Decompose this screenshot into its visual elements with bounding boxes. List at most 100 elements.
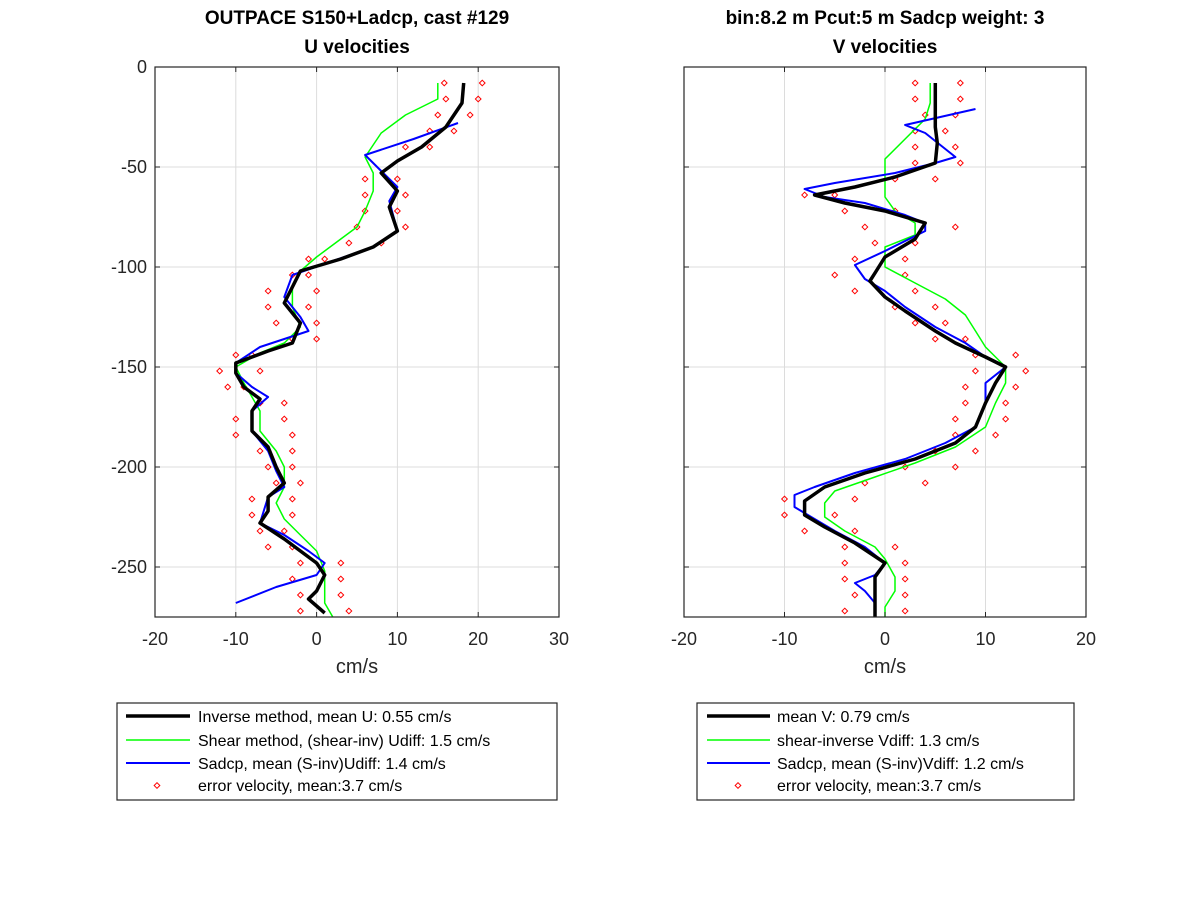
v-error-marker-54 (780, 511, 789, 519)
u-error-marker-53 (248, 511, 256, 519)
v-error-marker-27 (911, 287, 919, 295)
u-error-marker-59 (296, 559, 304, 567)
u-error-marker-65 (296, 607, 304, 615)
u-error-marker-4 (466, 111, 474, 119)
v-error-marker-9 (951, 143, 959, 151)
u-ytick-label-2: -100 (111, 257, 147, 277)
v-panel-subtitle: V velocities (833, 37, 938, 58)
u-error-marker-60 (337, 575, 345, 583)
v-error-marker-53 (851, 495, 859, 503)
u-error-marker-35 (256, 367, 264, 375)
v-error-marker-64 (851, 591, 859, 599)
u-xtick-label-2: 0 (312, 629, 322, 649)
u-legend-label-inverse: Inverse method, mean U: 0.55 cm/s (198, 709, 451, 726)
v-error-marker-22 (851, 255, 859, 263)
u-axes-box (154, 66, 560, 618)
v-error-marker-19 (951, 223, 959, 231)
v-error-marker-51 (921, 479, 929, 487)
u-error-marker-57 (264, 543, 272, 551)
u-error-marker-22 (304, 271, 313, 279)
u-ytick-label-0: 0 (137, 57, 147, 77)
u-error-marker-63 (296, 591, 304, 599)
u-error-marker-0 (478, 79, 486, 87)
v-error-marker-65 (901, 591, 909, 599)
v-inverse-line (802, 83, 1008, 617)
u-error-marker-2 (474, 95, 482, 103)
u-error-marker-41 (232, 415, 240, 423)
u-error-marker-46 (288, 463, 296, 471)
v-error-marker-63 (901, 575, 909, 583)
v-legend-label-shear: shear-inverse Vdiff: 1.3 cm/s (777, 733, 979, 750)
u-error-marker-11 (361, 175, 369, 183)
u-error-marker-19 (345, 239, 353, 247)
v-xtick-label-4: 20 (1076, 629, 1096, 649)
u-error-marker-21 (304, 255, 313, 263)
u-error-marker-8 (426, 143, 434, 151)
v-legend-swatch-error (734, 781, 742, 790)
v-error-marker-10 (911, 159, 919, 167)
v-shear-line (823, 83, 1007, 617)
v-legend-label-inverse: mean V: 0.79 cm/s (777, 709, 910, 726)
v-error-marker-3 (956, 95, 964, 103)
v-error-marker-33 (961, 335, 969, 343)
v-error-marker-43 (1002, 415, 1010, 423)
v-velocity-panel: bin:8.2 m Pcut:5 m Sadcp weight: 3 V vel… (671, 8, 1096, 678)
u-error-marker-3 (442, 95, 450, 103)
u-legend-item-sadcp: Sadcp, mean (S-inv)Udiff: 1.4 cm/s (126, 756, 446, 773)
u-error-marker-52 (288, 511, 296, 519)
v-error-marker-1 (956, 79, 964, 87)
v-error-marker-45 (992, 431, 1000, 439)
v-legend: mean V: 0.79 cm/s shear-inverse Vdiff: 1… (696, 702, 1075, 801)
u-x-axis-label: cm/s (336, 656, 378, 678)
v-error-marker-11 (956, 159, 964, 167)
u-error-marker-20 (321, 255, 329, 263)
v-legend-item-inverse: mean V: 0.79 cm/s (707, 709, 910, 726)
u-error-marker-30 (313, 335, 321, 343)
u-error-marker-44 (288, 447, 296, 455)
v-error-marker-20 (871, 239, 879, 247)
u-error-marker-6 (450, 127, 458, 135)
u-error-marker-34 (216, 367, 224, 375)
v-error-marker-35 (1012, 351, 1020, 359)
u-error-marker-25 (264, 287, 272, 295)
u-xtick-label-0: -20 (142, 629, 168, 649)
u-error-marker-48 (296, 479, 304, 487)
u-panel-subtitle: U velocities (304, 37, 410, 58)
u-panel-title: OUTPACE S150+Ladcp, cast #129 (205, 8, 509, 29)
v-error-marker-60 (841, 559, 849, 567)
v-error-marker-2 (911, 95, 919, 103)
u-xtick-label-1: -10 (223, 629, 249, 649)
v-error-marker-41 (1002, 399, 1010, 407)
u-error-marker-49 (272, 479, 280, 487)
u-error-marker-51 (248, 495, 256, 503)
v-error-marker-31 (941, 319, 949, 327)
u-error-marker-47 (264, 463, 272, 471)
v-error-marker-49 (951, 463, 959, 471)
u-error-marker-64 (345, 607, 353, 615)
v-error-marker-40 (961, 399, 969, 407)
v-error-marker-23 (901, 255, 909, 263)
u-error-marker-29 (272, 319, 280, 327)
v-grid (684, 67, 1086, 617)
u-velocity-panel: OUTPACE S150+Ladcp, cast #129 U velociti… (111, 8, 569, 678)
u-error-marker-24 (313, 287, 321, 295)
v-error-marker-39 (1012, 383, 1020, 391)
u-legend-label-sadcp: Sadcp, mean (S-inv)Udiff: 1.4 cm/s (198, 756, 446, 773)
v-error-marker-36 (971, 367, 979, 375)
v-legend-label-sadcp: Sadcp, mean (S-inv)Vdiff: 1.2 cm/s (777, 756, 1024, 773)
u-error-marker-55 (256, 527, 264, 535)
u-error-marker-42 (288, 431, 296, 439)
u-ytick-label-5: -250 (111, 557, 147, 577)
v-error-marker-37 (1022, 367, 1030, 375)
u-legend: Inverse method, mean U: 0.55 cm/s Shear … (116, 702, 558, 801)
u-error-marker-1 (440, 79, 448, 87)
u-inverse-line (234, 82, 466, 615)
v-xtick-label-1: -10 (771, 629, 797, 649)
v-legend-box (696, 702, 1075, 801)
u-error-marker-62 (337, 591, 345, 599)
v-error-marker-55 (831, 511, 839, 519)
u-error-marker-16 (401, 223, 410, 231)
u-ytick-label-1: -50 (121, 157, 147, 177)
v-legend-label-error: error velocity, mean:3.7 cm/s (777, 778, 981, 795)
v-error-marker-16 (841, 207, 849, 215)
